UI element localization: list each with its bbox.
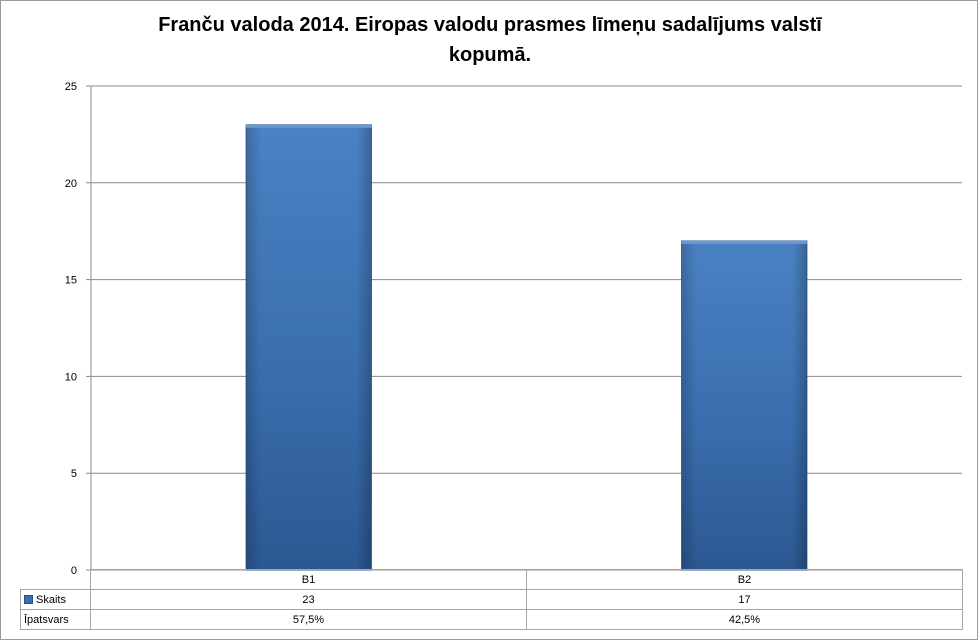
legend-entry: Skaits — [20, 589, 91, 610]
bar-shading — [681, 240, 807, 570]
row-label: Īpatsvars — [20, 609, 91, 630]
data-label: 42,5% — [526, 609, 963, 630]
data-label: 17 — [526, 589, 963, 610]
bars — [245, 124, 808, 571]
table-corner — [20, 569, 91, 590]
data-label: 23 — [90, 589, 527, 610]
data-label: 57,5% — [90, 609, 527, 630]
bar-shading — [246, 124, 372, 570]
gridlines — [91, 85, 962, 474]
y-tick-label: 20 — [65, 178, 77, 190]
axes — [86, 85, 962, 571]
table-row: Īpatsvars 57,5% 42,5% — [20, 609, 963, 630]
y-tick-label: 10 — [65, 371, 77, 383]
chart-title-line-1: Franču valoda 2014. Eiropas valodu prasm… — [158, 14, 822, 36]
chart-title: Franču valoda 2014. Eiropas valodu prasm… — [100, 10, 880, 70]
chart-title-line-2: kopumā. — [448, 44, 532, 66]
legend-label: Skaits — [36, 593, 66, 606]
table-row: Skaits 23 17 — [20, 589, 963, 610]
category-label: B1 — [90, 569, 527, 590]
y-tick-label: 15 — [65, 275, 77, 287]
bar-top-highlight — [681, 240, 807, 244]
y-tick-label: 25 — [65, 81, 77, 93]
bar-top-highlight — [246, 124, 372, 128]
legend-key — [24, 594, 33, 604]
data-table: B1 B2 Skaits 23 17 Īpatsvars 57,5% 42,5% — [20, 569, 963, 630]
y-tick-label: 5 — [71, 468, 77, 480]
category-label: B2 — [526, 569, 963, 590]
table-header-row: B1 B2 — [20, 569, 963, 590]
